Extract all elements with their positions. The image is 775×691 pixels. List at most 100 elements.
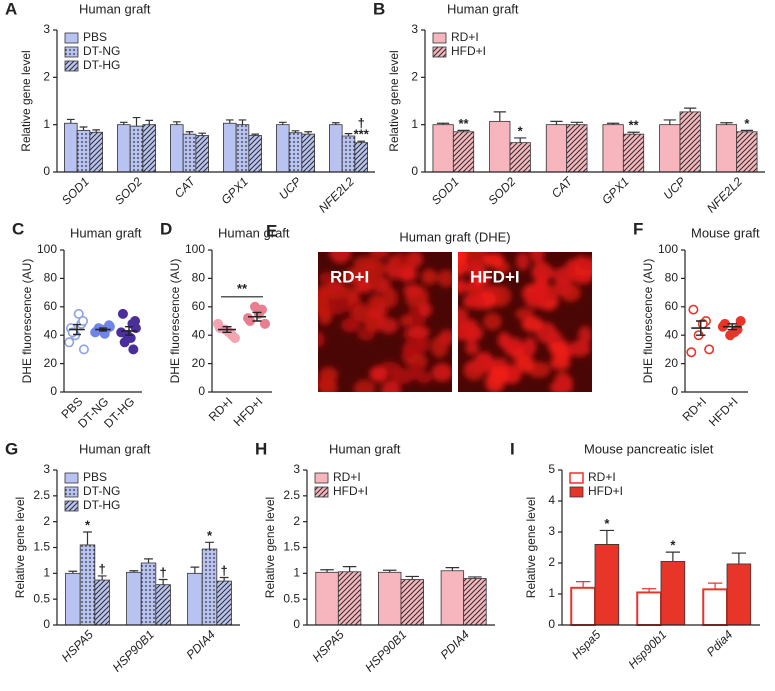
chart-title: Human graft (DHE) bbox=[399, 229, 510, 244]
y-tick-label: 40 bbox=[665, 327, 679, 341]
error-bar bbox=[550, 120, 563, 125]
error-bar bbox=[225, 119, 234, 124]
significance: * bbox=[604, 516, 610, 531]
bar bbox=[354, 142, 368, 173]
x-tick-label: PDIA4 bbox=[183, 627, 218, 662]
error-bar bbox=[627, 131, 640, 135]
data-point bbox=[230, 333, 241, 344]
bar bbox=[378, 571, 402, 626]
legend-label: PBS bbox=[83, 30, 107, 44]
error-bar bbox=[707, 582, 723, 590]
y-axis-label: Relative gene level bbox=[13, 497, 27, 598]
x-tick-label: RD+I bbox=[680, 394, 709, 423]
y-tick-label: 2 bbox=[293, 514, 300, 528]
bar bbox=[65, 572, 81, 626]
y-tick-label: 2 bbox=[548, 555, 555, 569]
significance: * bbox=[85, 517, 91, 532]
legend-swatch bbox=[64, 32, 79, 44]
error-bar bbox=[382, 569, 397, 573]
y-tick-label: 40 bbox=[192, 327, 206, 341]
x-tick-label: Hspa5 bbox=[569, 627, 604, 662]
bar bbox=[216, 580, 232, 626]
error-bar bbox=[445, 567, 460, 571]
y-tick-label: 100 bbox=[185, 242, 205, 256]
bar bbox=[715, 124, 738, 173]
data-point bbox=[116, 327, 127, 338]
y-tick-label: 80 bbox=[192, 271, 206, 285]
x-tick-label: SOD1 bbox=[59, 174, 92, 207]
x-tick-label: NFE2L2 bbox=[316, 174, 357, 215]
bar bbox=[452, 131, 475, 173]
y-tick-label: 2.5 bbox=[283, 488, 300, 502]
y-tick-label: 2 bbox=[43, 70, 50, 84]
error-bar bbox=[357, 140, 366, 143]
y-tick-label: 0.5 bbox=[33, 591, 50, 605]
panel-letter: D bbox=[160, 219, 172, 238]
error-bar bbox=[83, 531, 92, 545]
error-bar bbox=[599, 529, 615, 545]
x-tick-label: HFD+I bbox=[231, 394, 266, 429]
error-bar bbox=[66, 118, 75, 124]
y-tick-label: 1 bbox=[548, 586, 555, 600]
bar bbox=[195, 135, 209, 173]
error-bar bbox=[514, 137, 527, 143]
y-tick-label: 60 bbox=[44, 299, 58, 313]
error-bar bbox=[405, 575, 420, 580]
legend-swatch bbox=[569, 472, 584, 484]
legend-swatch bbox=[432, 46, 447, 58]
error-bar bbox=[344, 133, 353, 137]
bar bbox=[463, 578, 487, 626]
data-point bbox=[64, 337, 75, 348]
bar bbox=[170, 124, 184, 173]
bar bbox=[201, 548, 218, 626]
error-bar bbox=[320, 569, 334, 573]
y-tick-label: 100 bbox=[37, 242, 57, 256]
bar bbox=[570, 586, 596, 626]
image-label: HFD+I bbox=[470, 267, 520, 286]
error-bar bbox=[119, 121, 128, 125]
error-bar bbox=[720, 122, 733, 125]
error-bar bbox=[97, 575, 107, 581]
x-tick-label: GPX1 bbox=[599, 174, 632, 207]
bar bbox=[329, 124, 343, 173]
error-bar bbox=[468, 576, 482, 579]
image-label: RD+I bbox=[330, 267, 369, 286]
significance: † bbox=[160, 565, 167, 580]
y-tick-label: 1 bbox=[293, 566, 300, 580]
bar bbox=[679, 111, 701, 173]
panel-letter: C bbox=[12, 219, 24, 238]
error-bar bbox=[331, 122, 340, 125]
y-axis-label: DHE fluorescence (AU) bbox=[641, 259, 655, 384]
y-axis-label: DHE fluorescence (AU) bbox=[20, 259, 34, 384]
error-bar bbox=[731, 552, 747, 564]
significance: ** bbox=[458, 116, 469, 131]
error-bar bbox=[172, 121, 181, 125]
y-tick-label: 5 bbox=[548, 462, 555, 476]
bar bbox=[117, 124, 131, 173]
sem-bar bbox=[73, 323, 81, 336]
bar bbox=[337, 571, 362, 626]
data-point bbox=[73, 308, 84, 319]
x-tick-label: GPX1 bbox=[218, 174, 251, 207]
y-tick-label: 0 bbox=[293, 617, 300, 631]
y-tick-label: 60 bbox=[192, 299, 206, 313]
bar bbox=[659, 124, 681, 173]
error-bar bbox=[132, 116, 141, 127]
error-bar bbox=[291, 130, 300, 133]
y-tick-label: 0 bbox=[198, 384, 205, 398]
significance: * bbox=[670, 538, 676, 553]
y-tick-label: 20 bbox=[192, 356, 206, 370]
y-tick-label: 80 bbox=[665, 271, 679, 285]
error-bar bbox=[190, 566, 200, 574]
data-point bbox=[243, 313, 254, 324]
x-tick-label: SOD2 bbox=[112, 174, 145, 207]
bar bbox=[235, 124, 250, 173]
error-bar bbox=[79, 126, 88, 131]
data-point bbox=[729, 327, 740, 338]
error-bar bbox=[145, 119, 154, 125]
y-tick-label: 1 bbox=[43, 566, 50, 580]
significance: † bbox=[99, 561, 106, 576]
data-point bbox=[686, 347, 697, 358]
